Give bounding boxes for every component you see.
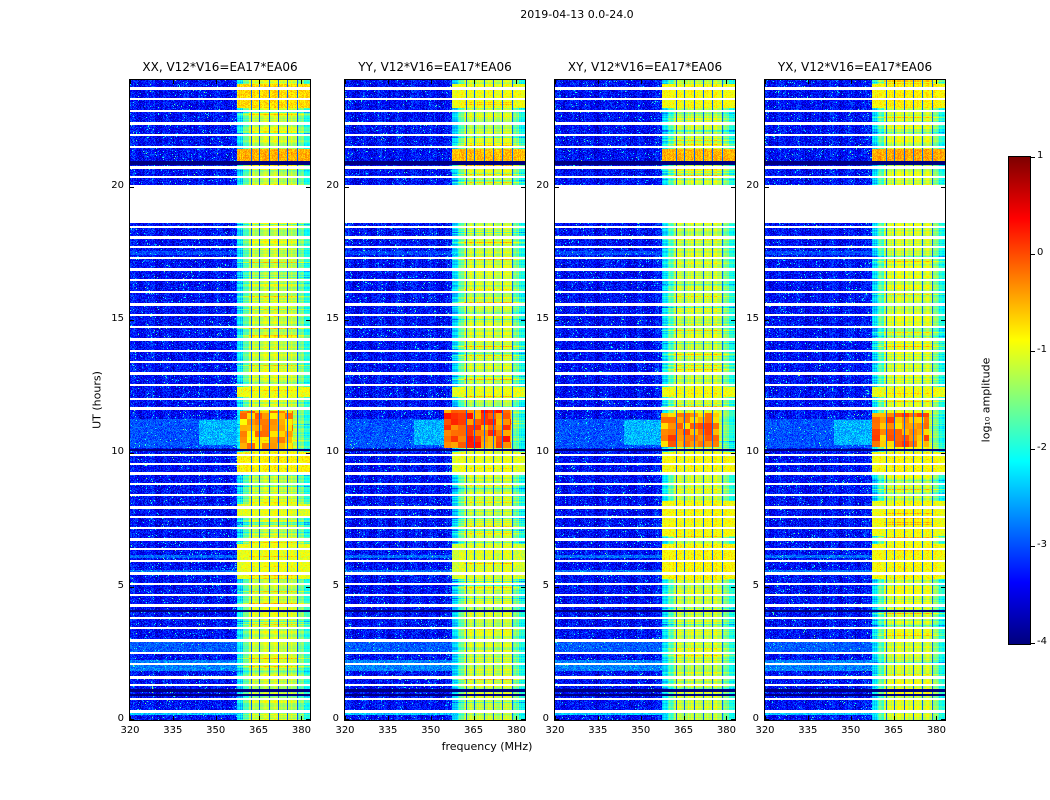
y-tick-label: 10 — [111, 446, 124, 458]
y-tick-label: 10 — [326, 446, 339, 458]
y-tick-label: 0 — [332, 713, 339, 724]
panel-xy — [554, 79, 736, 721]
figure-title: 2019-04-13 0.0-24.0 — [520, 8, 634, 21]
x-tick-label: 350 — [206, 725, 226, 736]
colorbar-tick-mark — [1031, 449, 1035, 450]
colorbar-tick-label: -1 — [1037, 344, 1047, 355]
x-tick-label: 380 — [716, 725, 736, 736]
x-tick-label: 320 — [755, 725, 775, 736]
x-tick-label: 350 — [841, 725, 861, 736]
y-tick-label: 5 — [752, 579, 759, 591]
panel-yx — [764, 79, 946, 721]
colorbar-tick-mark — [1031, 643, 1035, 644]
x-tick-label: 335 — [588, 725, 608, 736]
y-tick-label: 0 — [542, 713, 549, 724]
colorbar — [1008, 156, 1031, 645]
colorbar-tick-label: 1 — [1037, 150, 1044, 161]
y-tick-label: 20 — [536, 179, 549, 191]
x-tick-label: 380 — [926, 725, 946, 736]
spectrogram-canvas-xy — [555, 80, 735, 720]
colorbar-tick-mark — [1031, 157, 1035, 158]
y-tick-label: 15 — [746, 313, 759, 324]
colorbar-tick-mark — [1031, 254, 1035, 255]
x-tick-label: 380 — [506, 725, 526, 736]
panel-title-xx: XX, V12*V16=EA17*EA06 — [142, 60, 298, 74]
x-tick-label: 365 — [464, 725, 484, 736]
colorbar-tick-mark — [1031, 546, 1035, 547]
y-axis-label: UT (hours) — [90, 371, 104, 429]
x-tick-label: 365 — [249, 725, 269, 736]
colorbar-canvas — [1009, 157, 1030, 644]
panel-xx — [129, 79, 311, 721]
x-tick-label: 380 — [291, 725, 311, 736]
x-tick-label: 320 — [545, 725, 565, 736]
x-tick-label: 365 — [674, 725, 694, 736]
panel-title-yy: YY, V12*V16=EA17*EA06 — [358, 60, 512, 74]
y-tick-label: 5 — [117, 579, 124, 591]
y-tick-label: 15 — [111, 313, 124, 324]
colorbar-tick-label: -3 — [1037, 539, 1047, 550]
x-tick-label: 350 — [631, 725, 651, 736]
x-tick-label: 320 — [335, 725, 355, 736]
x-tick-label: 335 — [798, 725, 818, 736]
y-tick-label: 0 — [117, 713, 124, 724]
spectrogram-canvas-yx — [765, 80, 945, 720]
y-tick-label: 0 — [752, 713, 759, 724]
y-tick-label: 5 — [542, 579, 549, 591]
y-tick-label: 15 — [536, 313, 549, 324]
y-tick-label: 20 — [111, 179, 124, 191]
y-tick-label: 20 — [746, 179, 759, 191]
spectrogram-canvas-yy — [345, 80, 525, 720]
y-tick-label: 15 — [326, 313, 339, 324]
y-tick-label: 10 — [746, 446, 759, 458]
panel-yy — [344, 79, 526, 721]
colorbar-tick-mark — [1031, 351, 1035, 352]
colorbar-tick-label: 0 — [1037, 247, 1044, 258]
x-axis-label: frequency (MHz) — [441, 740, 533, 753]
x-tick-label: 350 — [421, 725, 441, 736]
colorbar-label: log₁₀ amplitude — [979, 357, 993, 443]
x-tick-label: 365 — [884, 725, 904, 736]
colorbar-tick-label: -2 — [1037, 442, 1047, 453]
panel-title-yx: YX, V12*V16=EA17*EA06 — [777, 60, 933, 74]
y-tick-label: 10 — [536, 446, 549, 458]
y-tick-label: 20 — [326, 179, 339, 191]
x-tick-label: 335 — [163, 725, 183, 736]
y-tick-label: 5 — [332, 579, 339, 591]
x-tick-label: 335 — [378, 725, 398, 736]
colorbar-tick-label: -4 — [1037, 636, 1047, 647]
panel-title-xy: XY, V12*V16=EA17*EA06 — [567, 60, 723, 74]
x-tick-label: 320 — [120, 725, 140, 736]
spectrogram-canvas-xx — [130, 80, 310, 720]
